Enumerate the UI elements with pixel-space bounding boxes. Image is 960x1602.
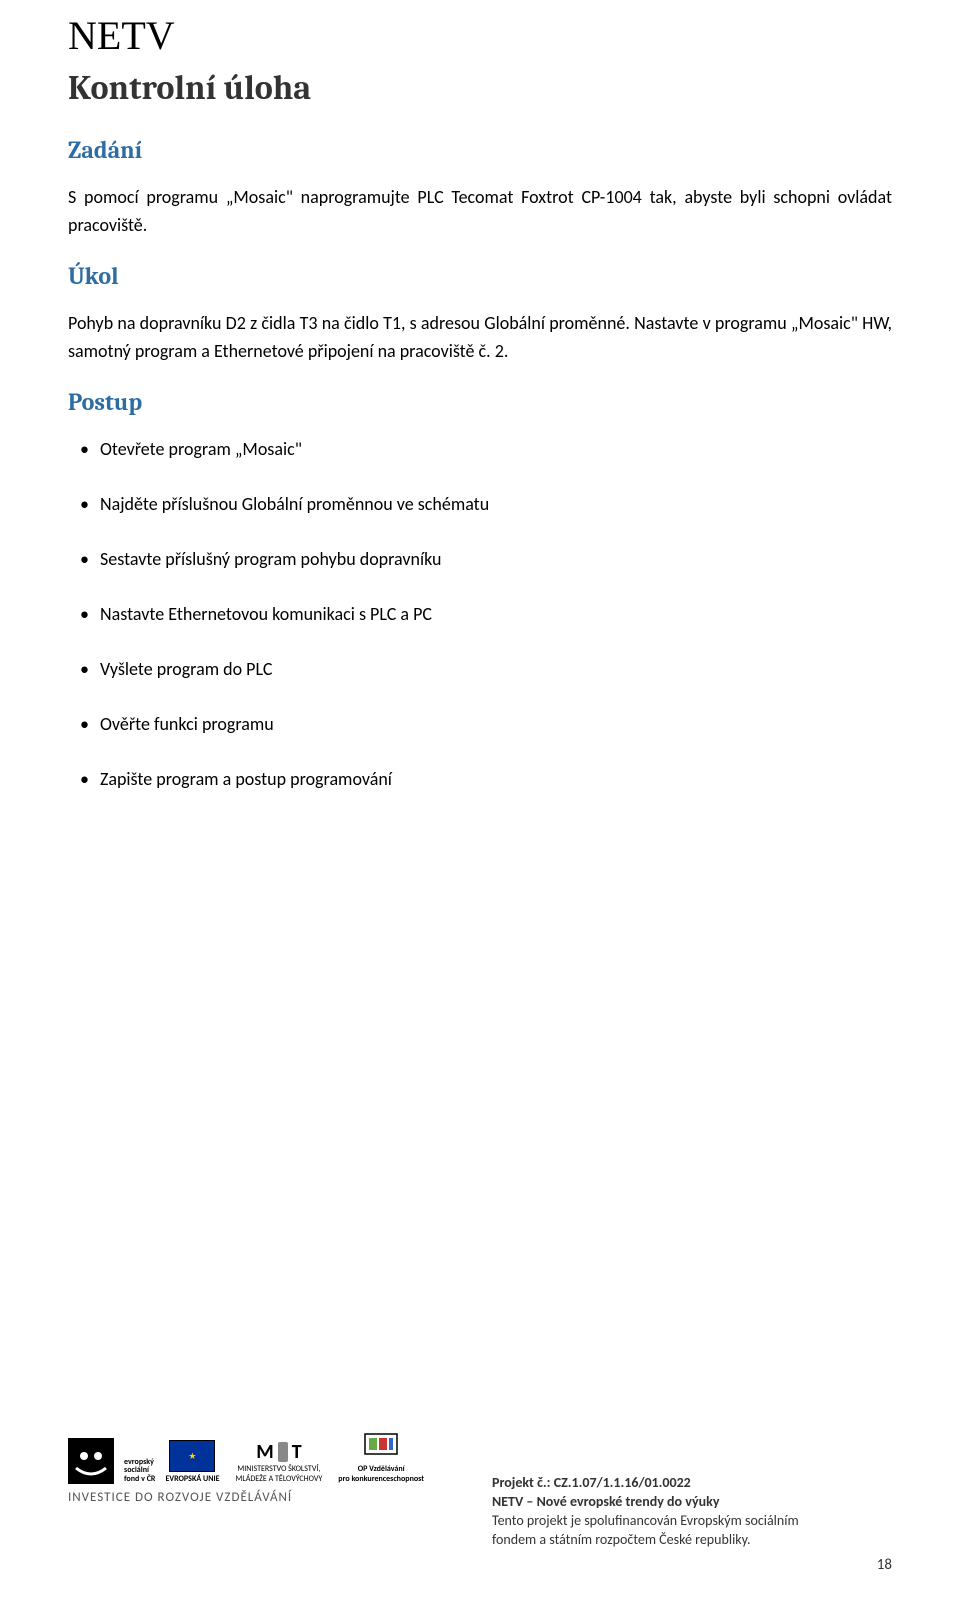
brand-logo: NETV — [68, 12, 175, 59]
eu-flag-icon — [169, 1440, 215, 1472]
step-item: Ověřte funkci programu — [100, 711, 892, 738]
msmt-label-2: MLÁDEŽE A TĚLOVÝCHOVY — [236, 1474, 323, 1484]
eu-logo: EVROPSKÁ UNIE — [165, 1440, 219, 1484]
msmt-letter-m: M — [256, 1440, 273, 1464]
esf-text: evropský sociální fond v ČR — [124, 1458, 155, 1484]
op-icon — [361, 1424, 401, 1464]
op-label-2: pro konkurenceschopnost — [338, 1474, 424, 1484]
esf-icon — [68, 1438, 114, 1484]
step-item: Nastavte Ethernetovou komunikaci s PLC a… — [100, 601, 892, 628]
step-item: Najděte příslušnou Globální proměnnou ve… — [100, 491, 892, 518]
esf-label-3: fond v ČR — [124, 1475, 155, 1484]
project-desc-1: Tento projekt je spolufinancován Evropsk… — [492, 1512, 892, 1531]
esf-logo — [68, 1438, 114, 1484]
heading-ukol: Úkol — [68, 262, 892, 290]
msmt-letter-t: T — [292, 1440, 302, 1464]
logos-row: evropský sociální fond v ČR EVROPSKÁ UNI… — [68, 1424, 424, 1484]
heading-zadani: Zadání — [68, 136, 892, 164]
eu-label: EVROPSKÁ UNIE — [165, 1474, 219, 1484]
paragraph-ukol: Pohyb na dopravníku D2 z čidla T3 na čid… — [68, 310, 892, 366]
project-code: Projekt č.: CZ.1.07/1.1.16/01.0022 — [492, 1474, 892, 1493]
heading-main: Kontrolní úloha — [68, 68, 892, 108]
msmt-label-1: MINISTERSTVO ŠKOLSTVÍ, — [237, 1464, 320, 1474]
step-item: Vyšlete program do PLC — [100, 656, 892, 683]
page-number: 18 — [877, 1556, 892, 1574]
op-logo: OP Vzdělávání pro konkurenceschopnost — [338, 1424, 424, 1484]
steps-list: Otevřete program „Mosaic" Najděte příslu… — [68, 436, 892, 793]
msmt-logo: M T MINISTERSTVO ŠKOLSTVÍ, MLÁDEŽE A TĚL… — [236, 1440, 323, 1484]
footer-logos: evropský sociální fond v ČR EVROPSKÁ UNI… — [68, 1424, 508, 1505]
footer-project-text: Projekt č.: CZ.1.07/1.1.16/01.0022 NETV … — [492, 1474, 892, 1550]
heading-postup: Postup — [68, 388, 892, 416]
page-content: Kontrolní úloha Zadání S pomocí programu… — [68, 60, 892, 821]
step-item: Sestavte příslušný program pohybu doprav… — [100, 546, 892, 573]
project-name: NETV – Nové evropské trendy do výuky — [492, 1493, 892, 1512]
msmt-icon: M T — [256, 1440, 301, 1464]
op-label-1: OP Vzdělávání — [358, 1464, 405, 1474]
step-item: Zapište program a postup programování — [100, 766, 892, 793]
step-item: Otevřete program „Mosaic" — [100, 436, 892, 463]
msmt-lion-icon — [276, 1440, 290, 1464]
paragraph-zadani: S pomocí programu „Mosaic" naprogramujte… — [68, 184, 892, 240]
invest-tagline: INVESTICE DO ROZVOJE VZDĚLÁVÁNÍ — [68, 1490, 292, 1505]
project-desc-2: fondem a státním rozpočtem České republi… — [492, 1531, 892, 1550]
page-footer: evropský sociální fond v ČR EVROPSKÁ UNI… — [68, 1424, 892, 1574]
